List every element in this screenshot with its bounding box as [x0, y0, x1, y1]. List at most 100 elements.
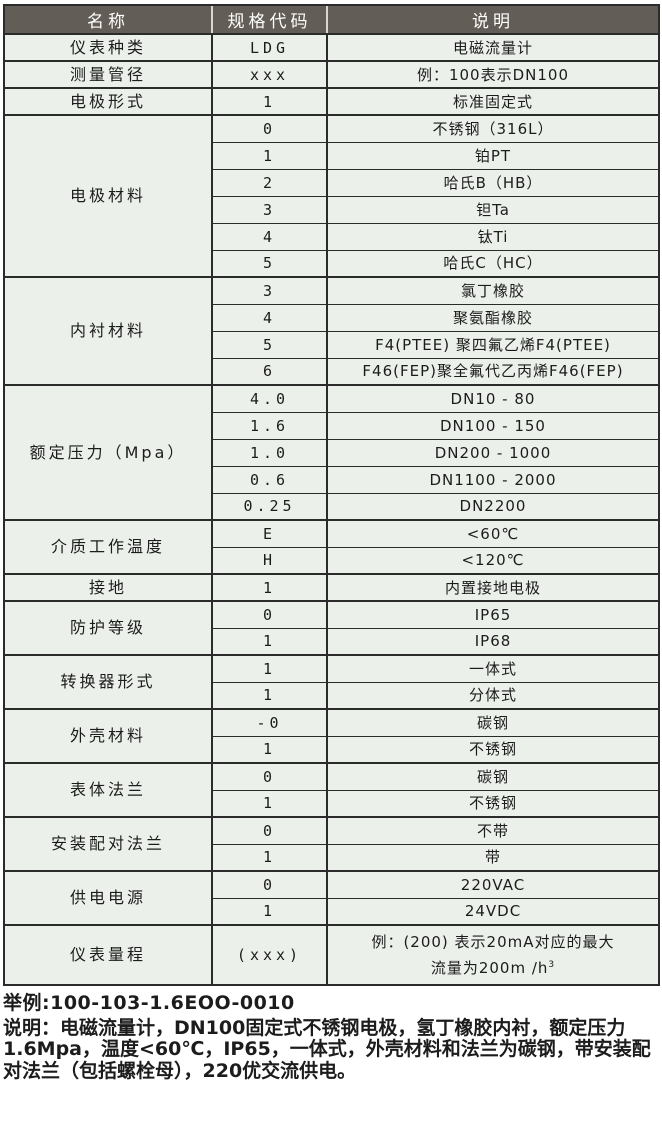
spec-code: 1 — [211, 87, 328, 116]
spec-code: 3 — [211, 195, 328, 224]
spec-code: 0 — [211, 762, 328, 791]
spec-row: 供电电源 0 220VAC — [3, 870, 660, 926]
spec-row: 内衬材料 3 氯丁橡胶 — [3, 276, 660, 386]
spec-row: 额定压力（Mpa） 4.0 DN10 - 80 — [3, 384, 660, 521]
column-header-description: 说明 — [326, 4, 659, 35]
spec-code: 1 — [211, 897, 328, 926]
spec-code: 1.6 — [211, 411, 328, 440]
spec-description: 一体式 — [326, 654, 660, 683]
spec-code: 1 — [211, 627, 328, 656]
spec-group-name: 额定压力（Mpa） — [3, 384, 213, 521]
spec-description: F4(PTEE) 聚四氟乙烯F4(PTEE) — [326, 330, 660, 359]
spec-description: 分体式 — [326, 681, 660, 710]
spec-row: 仪表种类 LDG 电磁流量计 — [3, 33, 660, 62]
spec-row: 1.0 DN200 - 1000 — [4, 438, 660, 467]
spec-group-name: 仪表种类 — [3, 33, 213, 62]
spec-group-name: 供电电源 — [3, 870, 213, 926]
spec-row: 1 分体式 — [4, 681, 660, 710]
spec-description: 电磁流量计 — [326, 33, 660, 62]
spec-description: 24VDC — [326, 897, 660, 926]
spec-group-name: 安装配对法兰 — [3, 816, 213, 872]
spec-description: 铂PT — [326, 141, 660, 170]
flowmeter-spec-table: 名称 规格代码 说明 仪表种类 LDG 电磁流量计 测量管径 xxx 例：100表示DN1… — [3, 4, 660, 986]
spec-description: 内置接地电极 — [326, 573, 660, 602]
spec-code: xxx — [211, 60, 328, 89]
spec-group-name: 电极材料 — [3, 114, 213, 278]
spec-code: 1.0 — [211, 438, 328, 467]
spec-group-name: 接地 — [3, 573, 213, 602]
spec-group-name: 测量管径 — [3, 60, 213, 89]
spec-group-name: 转换器形式 — [3, 654, 213, 710]
spec-description: DN2200 — [326, 492, 660, 521]
spec-description: 不锈钢 — [326, 789, 660, 818]
spec-code: 5 — [211, 249, 328, 278]
spec-description: 不锈钢 — [326, 735, 660, 764]
spec-row: 电极形式 1 标准固定式 — [3, 87, 660, 116]
spec-code: 2 — [211, 168, 328, 197]
spec-code: 1 — [211, 681, 328, 710]
spec-row: 4 聚氨酯橡胶 — [4, 303, 660, 332]
spec-description: 带 — [326, 843, 660, 872]
spec-description: 氯丁橡胶 — [326, 276, 660, 305]
spec-row: 1 24VDC — [4, 897, 660, 926]
spec-code: 4 — [211, 303, 328, 332]
spec-row: 安装配对法兰 0 不带 — [3, 816, 660, 872]
spec-group-name: 表体法兰 — [3, 762, 213, 818]
spec-row: 6 F46(FEP)聚全氟代乙丙烯F46(FEP) — [4, 357, 660, 386]
spec-code: 0 — [211, 870, 328, 899]
spec-row: 4 钛Ti — [4, 222, 660, 251]
spec-code: 0.25 — [211, 492, 328, 521]
spec-row: 0.25 DN2200 — [4, 492, 660, 521]
note-paragraph: 说明：电磁流量计，DN100固定式不锈钢电极，氢丁橡胶内衬，额定压力1.6Mpa… — [3, 1016, 651, 1082]
spec-row: 2 哈氏B（HB） — [4, 168, 660, 197]
spec-code: 1 — [211, 735, 328, 764]
spec-row: 接地 1 内置接地电极 — [3, 573, 660, 602]
spec-group-name: 电极形式 — [3, 87, 213, 116]
spec-row: 5 F4(PTEE) 聚四氟乙烯F4(PTEE) — [4, 330, 660, 359]
spec-description: 不锈钢（316L） — [326, 114, 660, 143]
spec-description: 不带 — [326, 816, 660, 845]
spec-row: 转换器形式 1 一体式 — [3, 654, 660, 710]
spec-description: DN100 - 150 — [326, 411, 660, 440]
spec-description: 例：(200) 表示20mA对应的最大 流量为200m /h3 — [326, 924, 660, 986]
spec-group-name: 内衬材料 — [3, 276, 213, 386]
spec-code: -0 — [211, 708, 328, 737]
spec-code: 0 — [211, 600, 328, 629]
spec-description: 标准固定式 — [326, 87, 660, 116]
spec-description: DN10 - 80 — [326, 384, 660, 413]
spec-description: 碳钢 — [326, 708, 660, 737]
spec-description: IP68 — [326, 627, 660, 656]
spec-code: E — [211, 519, 328, 548]
spec-description: DN1100 - 2000 — [326, 465, 660, 494]
footer-notes: 举例:100-103-1.6EOO-0010 说明：电磁流量计，DN100固定式… — [3, 986, 658, 1082]
spec-description: 哈氏B（HB） — [326, 168, 660, 197]
spec-code: 1 — [211, 654, 328, 683]
spec-row: 1 不锈钢 — [4, 789, 660, 818]
spec-code: LDG — [211, 33, 328, 62]
spec-code: 1 — [211, 843, 328, 872]
spec-row: 介质工作温度 E <60℃ — [3, 519, 660, 575]
spec-row: 1 IP68 — [4, 627, 660, 656]
spec-description: <60℃ — [326, 519, 660, 548]
spec-row: 防护等级 0 IP65 — [3, 600, 660, 656]
spec-row: 0.6 DN1100 - 2000 — [4, 465, 660, 494]
spec-code: (xxx) — [211, 924, 328, 986]
spec-description: 碳钢 — [326, 762, 660, 791]
spec-description: IP65 — [326, 600, 660, 629]
spec-row: 1.6 DN100 - 150 — [4, 411, 660, 440]
spec-description: DN200 - 1000 — [326, 438, 660, 467]
spec-row: 5 哈氏C（HC） — [4, 249, 660, 278]
spec-description: 例：100表示DN100 — [326, 60, 660, 89]
spec-code: 5 — [211, 330, 328, 359]
spec-row: 表体法兰 0 碳钢 — [3, 762, 660, 818]
spec-group-name: 外壳材料 — [3, 708, 213, 764]
example-code-line: 举例:100-103-1.6EOO-0010 — [3, 992, 295, 1014]
column-header-name: 名称 — [4, 4, 212, 35]
spec-description: 哈氏C（HC） — [326, 249, 660, 278]
spec-code: 0.6 — [211, 465, 328, 494]
spec-table-body: 仪表种类 LDG 电磁流量计 测量管径 xxx 例：100表示DN100 电极形式 1 标准固定… — [3, 33, 660, 986]
spec-row: 仪表量程 (xxx) 例：(200) 表示20mA对应的最大 流量为200m /h3 — [3, 924, 660, 986]
spec-description: 聚氨酯橡胶 — [326, 303, 660, 332]
spec-code: 4 — [211, 222, 328, 251]
